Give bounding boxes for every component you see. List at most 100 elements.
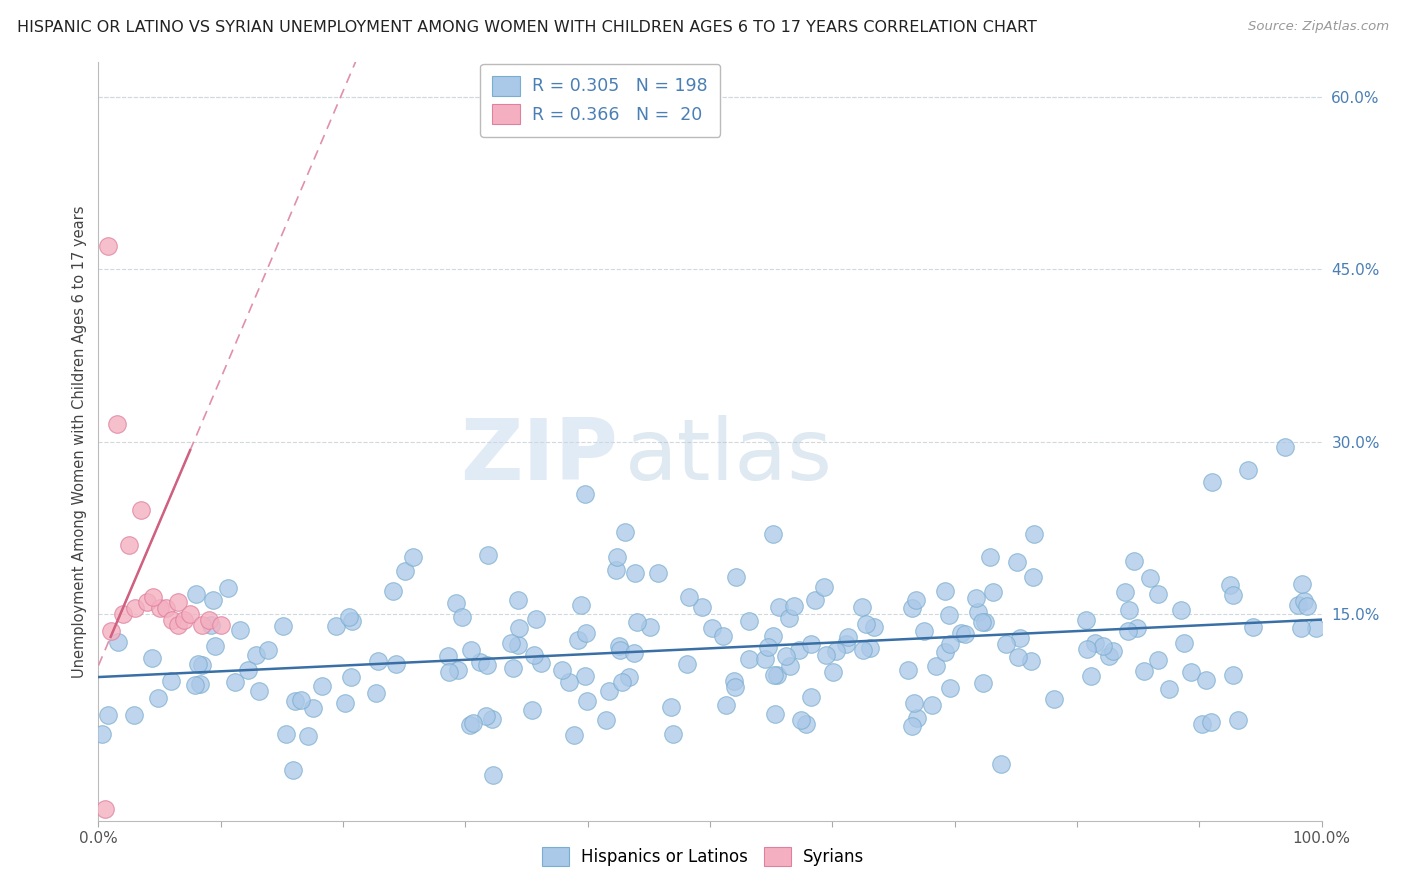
Point [1042, 692, 1064, 706]
Point [723, 673, 745, 688]
Point [562, 728, 585, 742]
Point [236, 663, 259, 677]
Point [624, 566, 647, 581]
Point [1222, 668, 1244, 682]
Point [800, 637, 823, 651]
Text: ZIP: ZIP [461, 415, 619, 499]
Point [558, 675, 581, 690]
Point [1201, 475, 1223, 489]
Point [274, 727, 297, 741]
Point [702, 621, 724, 635]
Point [638, 620, 661, 634]
Point [1098, 649, 1121, 664]
Point [111, 607, 134, 621]
Point [921, 698, 943, 713]
Point [107, 635, 129, 649]
Point [1292, 594, 1315, 608]
Point [852, 642, 875, 657]
Point [1180, 665, 1202, 679]
Text: Source: ZipAtlas.com: Source: ZipAtlas.com [1249, 20, 1389, 33]
Point [184, 678, 207, 692]
Point [167, 618, 190, 632]
Point [1286, 598, 1309, 612]
Point [90, 727, 112, 741]
Point [901, 601, 924, 615]
Point [1147, 653, 1170, 667]
Point [804, 592, 827, 607]
Legend: Hispanics or Latinos, Syrians: Hispanics or Latinos, Syrians [534, 838, 872, 875]
Point [129, 503, 152, 517]
Point [437, 649, 460, 664]
Point [575, 625, 598, 640]
Point [925, 658, 948, 673]
Point [1101, 644, 1123, 658]
Point [598, 684, 620, 698]
Point [994, 637, 1017, 651]
Point [623, 646, 645, 660]
Point [897, 663, 920, 677]
Point [124, 601, 146, 615]
Point [146, 690, 169, 705]
Point [758, 640, 780, 654]
Point [187, 657, 209, 671]
Point [609, 643, 631, 657]
Point [1191, 716, 1213, 731]
Point [201, 593, 224, 607]
Point [863, 620, 886, 634]
Point [789, 714, 811, 728]
Point [136, 595, 159, 609]
Point [367, 654, 389, 668]
Point [209, 618, 232, 632]
Point [711, 629, 734, 643]
Point [738, 614, 761, 628]
Point [1132, 664, 1154, 678]
Point [1010, 631, 1032, 645]
Point [765, 668, 787, 682]
Point [1076, 641, 1098, 656]
Point [394, 564, 416, 578]
Point [463, 715, 485, 730]
Point [325, 619, 347, 633]
Point [508, 638, 530, 652]
Point [96, 707, 118, 722]
Point [477, 548, 499, 562]
Point [447, 663, 470, 677]
Point [725, 570, 748, 584]
Point [595, 713, 617, 727]
Point [1080, 669, 1102, 683]
Point [1139, 571, 1161, 585]
Point [149, 601, 172, 615]
Point [692, 600, 714, 615]
Point [955, 626, 977, 640]
Point [402, 549, 425, 564]
Point [179, 607, 201, 621]
Point [523, 648, 546, 663]
Point [302, 701, 325, 715]
Point [754, 652, 776, 666]
Point [851, 599, 873, 614]
Point [167, 595, 190, 609]
Point [675, 657, 697, 671]
Point [1092, 639, 1115, 653]
Point [437, 665, 460, 679]
Point [142, 590, 165, 604]
Point [160, 613, 183, 627]
Point [1114, 584, 1136, 599]
Point [482, 767, 505, 781]
Point [100, 624, 122, 639]
Point [247, 684, 270, 698]
Point [606, 550, 628, 565]
Point [973, 615, 995, 629]
Point [1227, 714, 1250, 728]
Point [1159, 682, 1181, 697]
Point [614, 524, 637, 539]
Point [337, 610, 360, 624]
Point [506, 593, 529, 607]
Point [271, 618, 294, 632]
Point [567, 633, 589, 648]
Point [1126, 621, 1149, 635]
Point [647, 566, 669, 581]
Point [385, 657, 408, 672]
Point [1005, 555, 1028, 569]
Point [342, 615, 364, 629]
